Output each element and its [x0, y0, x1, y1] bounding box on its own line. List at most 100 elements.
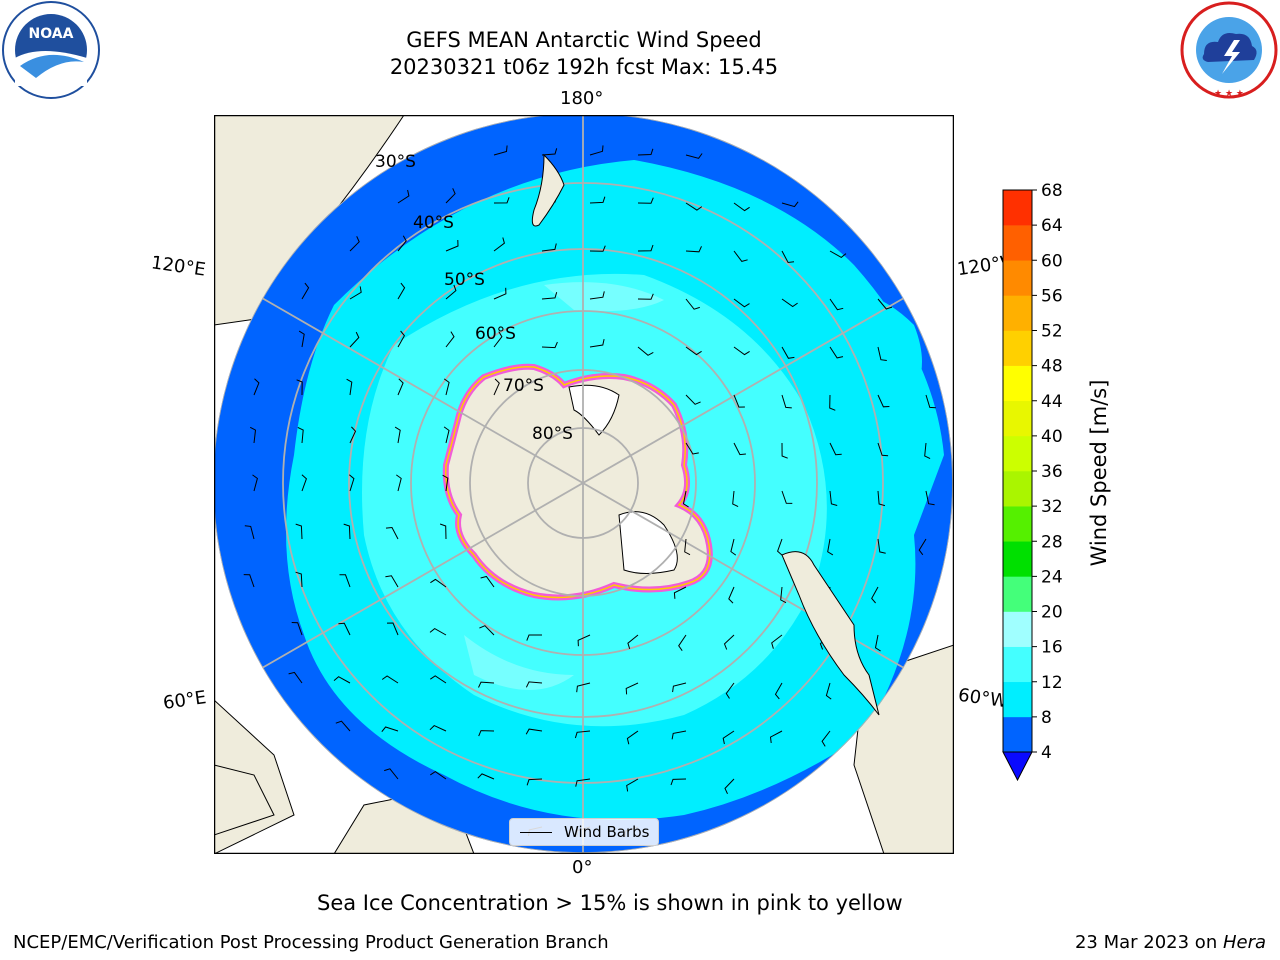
- colorbar-segment: [1003, 260, 1032, 296]
- wind-barb: [877, 346, 887, 361]
- wind-barb: [381, 726, 399, 733]
- wind-barb: [685, 202, 703, 211]
- wind-barb: [671, 730, 687, 740]
- meridian-label-120e: 120°E: [149, 252, 207, 281]
- wind-barb: [877, 490, 886, 507]
- legend-label: Wind Barbs: [564, 823, 650, 841]
- map-border: [214, 115, 954, 854]
- wind-barb: [821, 730, 831, 747]
- wind-barb: [296, 379, 303, 396]
- lat-label-40s: 40°S: [413, 213, 454, 233]
- colorbar-tick-label: 4: [1041, 743, 1052, 763]
- colorbar-segment: [1003, 295, 1032, 331]
- wind-barb: [575, 778, 591, 787]
- south-america: [781, 551, 880, 716]
- wind-barb: [871, 586, 879, 604]
- colorbar-label: Wind Speed [m/s]: [1087, 380, 1111, 567]
- wind-barb: [637, 244, 654, 252]
- colorbar-segment: [1003, 435, 1032, 472]
- wind-barb: [589, 338, 605, 348]
- colorbar-tick-label: 52: [1041, 322, 1063, 342]
- wind-barb: [493, 378, 500, 396]
- wind-barb: [396, 474, 402, 492]
- noaa-logo: NOAA: [2, 1, 100, 99]
- colorbar-tick-label: 48: [1041, 357, 1063, 377]
- wind-barb: [877, 298, 893, 310]
- colorbar-segment: [1003, 471, 1032, 507]
- wind-barb: [781, 490, 793, 504]
- wind-barb: [781, 298, 798, 308]
- wind-barb: [295, 571, 303, 588]
- graticule: [214, 115, 953, 853]
- wind-barb: [925, 394, 936, 409]
- wind-barb: [493, 331, 503, 348]
- polar-map: [214, 115, 954, 854]
- wind-barb: [397, 235, 407, 252]
- wind-barb: [672, 682, 687, 693]
- colorbar-segment: [1003, 506, 1032, 542]
- wind-barb: [430, 770, 447, 780]
- colorbar-tick-label: 12: [1041, 673, 1063, 693]
- colorbar-tick-label: 60: [1041, 251, 1063, 271]
- wind-barb: [439, 523, 447, 540]
- lat-label-50s: 50°S: [444, 270, 485, 290]
- wind-barb: [348, 474, 355, 492]
- wind-barb: [577, 634, 591, 647]
- wind-barb: [918, 538, 927, 556]
- wind-barb: [252, 474, 258, 492]
- nws-logo: ★ ★ ★: [1180, 1, 1278, 99]
- wind-barb: [576, 682, 591, 693]
- wind-barb: [722, 730, 735, 745]
- wind-barb: [442, 474, 449, 492]
- wind-barb: [733, 346, 750, 356]
- wind-barb: [397, 282, 406, 300]
- wind-barb: [730, 538, 737, 556]
- wind-barb: [430, 675, 447, 684]
- wind-barb: [673, 586, 687, 599]
- wind-barb: [685, 394, 701, 405]
- wind-barb: [924, 442, 931, 460]
- wind-field-16-20: [464, 282, 664, 690]
- wind-barb: [827, 538, 834, 556]
- wind-barb: [589, 245, 606, 252]
- wind-barb: [253, 378, 260, 396]
- map-subtitle: 20230321 t06z 192h fcst Max: 15.45: [389, 55, 779, 79]
- legend: Wind Barbs: [509, 818, 659, 846]
- wind-barb: [771, 634, 783, 649]
- wind-barb: [733, 298, 750, 308]
- wind-barb: [445, 239, 459, 252]
- wind-barb: [541, 292, 558, 300]
- wind-barb: [493, 287, 507, 300]
- wind-barb: [877, 394, 890, 408]
- colorbar-segment: [1003, 225, 1032, 261]
- wind-barb: [732, 490, 739, 508]
- wind-barb: [443, 378, 450, 396]
- wind-barb: [429, 725, 447, 732]
- wind-barb: [781, 394, 792, 409]
- wind-barb: [249, 426, 257, 444]
- wind-barb: [781, 346, 795, 359]
- colorbar-tick-label: 44: [1041, 392, 1063, 412]
- wind-barb: [384, 768, 399, 780]
- wind-barb: [685, 346, 702, 356]
- ronne-ice-shelf: [618, 511, 678, 574]
- lat-label-70s: 70°S: [503, 376, 544, 396]
- wind-barb: [877, 442, 889, 457]
- colorbar-tick-label: 68: [1041, 181, 1063, 201]
- wind-barb: [430, 578, 447, 588]
- lat-label-30s: 30°S: [375, 152, 416, 172]
- wind-barb: [625, 682, 639, 695]
- wind-barb: [637, 197, 654, 204]
- wind-barbs: [243, 145, 936, 838]
- colorbar-tick-label: 8: [1041, 708, 1052, 728]
- wind-barb: [627, 634, 639, 650]
- wind-barb: [877, 538, 886, 554]
- wind-barb: [493, 145, 508, 156]
- wind-barb: [684, 538, 691, 556]
- wind-barb: [769, 730, 783, 744]
- wind-barb: [733, 442, 746, 456]
- svg-text:★ ★ ★: ★ ★ ★: [1214, 89, 1244, 99]
- wind-barb: [291, 622, 303, 636]
- lat-label-60s: 60°S: [475, 324, 516, 344]
- colorbar-tick-label: 16: [1041, 638, 1063, 658]
